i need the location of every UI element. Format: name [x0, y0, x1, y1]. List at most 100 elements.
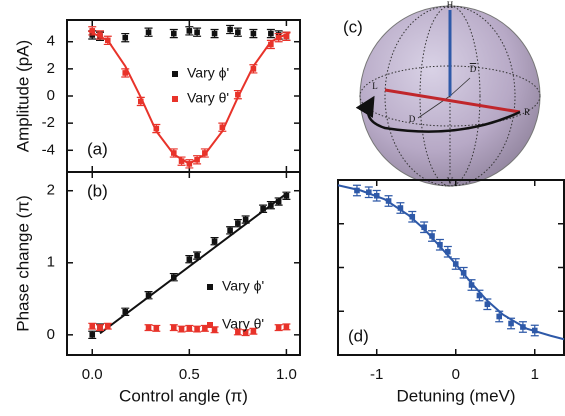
point	[122, 70, 129, 76]
legend-label: Vary θ'	[187, 90, 229, 106]
point	[250, 66, 257, 72]
bloch-label: D	[470, 64, 477, 74]
point	[170, 30, 177, 37]
x-tick-label: 0.5	[179, 366, 200, 383]
point	[268, 30, 274, 37]
panel-label: (d)	[348, 326, 369, 345]
x-tick-label: 0.0	[82, 366, 103, 383]
point	[520, 324, 526, 330]
bloch-label: H	[447, 0, 454, 10]
legend-label: Vary θ'	[222, 316, 264, 332]
point	[186, 161, 193, 167]
x-tick-label: 0	[452, 366, 460, 383]
point	[283, 33, 290, 40]
point	[194, 29, 200, 36]
bloch-label: D	[409, 114, 416, 124]
point	[104, 37, 111, 44]
point	[153, 125, 160, 132]
legend-label: Vary ϕ'	[222, 278, 264, 294]
point	[145, 324, 152, 331]
point	[508, 320, 514, 327]
point	[235, 220, 241, 226]
point	[429, 233, 435, 239]
point	[170, 274, 177, 280]
point	[202, 150, 208, 156]
point	[211, 238, 218, 244]
point	[235, 91, 241, 98]
point	[250, 328, 257, 335]
point	[227, 227, 233, 234]
point	[122, 308, 129, 315]
y-tick-label: 0	[47, 87, 55, 104]
point	[385, 198, 392, 204]
legend-marker	[172, 96, 178, 102]
point	[421, 224, 427, 231]
bloch-sphere: H V L R D D (c)	[343, 0, 541, 187]
axis	[449, 77, 471, 97]
y-tick-label: 2	[47, 60, 55, 77]
point	[268, 202, 274, 208]
legend-marker	[207, 284, 213, 290]
legend-marker	[172, 71, 178, 77]
bloch-label: V	[447, 176, 454, 186]
point	[275, 198, 282, 205]
point	[235, 329, 241, 335]
y-tick-label: 1	[47, 254, 55, 271]
x-axis-label: Control angle (π)	[119, 386, 248, 405]
point	[275, 34, 282, 41]
y-tick-label: 0	[47, 326, 55, 343]
point	[194, 156, 200, 163]
point	[178, 326, 185, 332]
panel: -4 -2 0 2 4 Amplitude (pA) Vary ϕ' Vary θ' (a)	[13, 19, 301, 173]
point	[366, 189, 372, 196]
point	[97, 32, 103, 38]
lr-line	[384, 88, 521, 114]
point	[137, 98, 144, 105]
point	[242, 329, 249, 336]
point	[219, 124, 226, 131]
y-tick-label: -2	[42, 114, 55, 131]
point	[373, 192, 380, 199]
point	[194, 252, 200, 259]
rotation-arrow	[355, 95, 521, 133]
point	[409, 213, 416, 220]
point	[260, 205, 266, 212]
panel: 0.0 0.5 1.0 0 1 2 Phase change (π) Control angl…	[13, 171, 301, 405]
panel-label: (c)	[343, 17, 363, 36]
point	[283, 192, 290, 199]
y-axis-label: Amplitude (pA)	[13, 40, 32, 152]
y-tick-label: 2	[47, 182, 55, 199]
point	[496, 313, 503, 320]
point	[186, 28, 193, 34]
point	[170, 150, 177, 156]
point	[89, 28, 96, 34]
point	[202, 325, 208, 332]
point	[275, 324, 282, 331]
point	[354, 187, 360, 194]
bloch-label: L	[372, 81, 378, 91]
point	[531, 327, 538, 334]
panel-label: (a)	[87, 139, 108, 158]
point	[476, 292, 483, 299]
bloch-label: R	[524, 107, 530, 117]
fit-line	[337, 184, 565, 341]
point	[235, 29, 241, 36]
point	[211, 30, 218, 37]
point	[153, 325, 160, 332]
point	[283, 324, 290, 330]
point	[250, 30, 257, 37]
legend-marker	[207, 322, 213, 328]
legend-label: Vary ϕ'	[187, 65, 229, 81]
x-tick-label: -1	[370, 366, 383, 383]
meridian	[384, 5, 516, 187]
point	[104, 323, 111, 329]
x-tick-label: 1	[531, 366, 539, 383]
y-tick-label: 4	[47, 33, 55, 50]
x-axis-label: Detuning (meV)	[396, 386, 515, 405]
point	[268, 41, 274, 48]
point	[211, 326, 218, 333]
point	[186, 256, 193, 262]
point	[445, 248, 451, 255]
